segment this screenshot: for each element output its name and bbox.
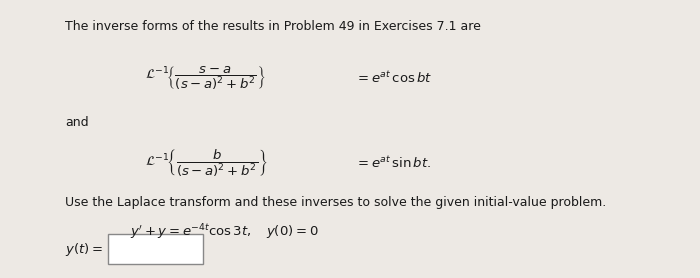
Text: $\mathcal{L}^{-1}\!\left\{\dfrac{b}{(s-a)^2+b^2}\right\}$: $\mathcal{L}^{-1}\!\left\{\dfrac{b}{(s-a…: [145, 148, 268, 178]
Text: $= e^{at}\,\cos bt$: $= e^{at}\,\cos bt$: [355, 70, 433, 86]
Text: $y(t) =$: $y(t) =$: [65, 242, 103, 259]
Text: $= e^{at}\,\sin bt.$: $= e^{at}\,\sin bt.$: [355, 155, 431, 171]
Text: and: and: [65, 116, 89, 130]
Text: Use the Laplace transform and these inverses to solve the given initial-value pr: Use the Laplace transform and these inve…: [65, 196, 606, 209]
Text: The inverse forms of the results in Problem 49 in Exercises 7.1 are: The inverse forms of the results in Prob…: [65, 20, 481, 33]
FancyBboxPatch shape: [108, 234, 203, 264]
Text: $y' + y = e^{-4t}\cos 3t, \quad y(0) = 0$: $y' + y = e^{-4t}\cos 3t, \quad y(0) = 0…: [130, 222, 318, 242]
Text: $\mathcal{L}^{-1}\!\left\{\dfrac{s-a}{(s-a)^2+b^2}\right\}$: $\mathcal{L}^{-1}\!\left\{\dfrac{s-a}{(s…: [145, 64, 266, 92]
